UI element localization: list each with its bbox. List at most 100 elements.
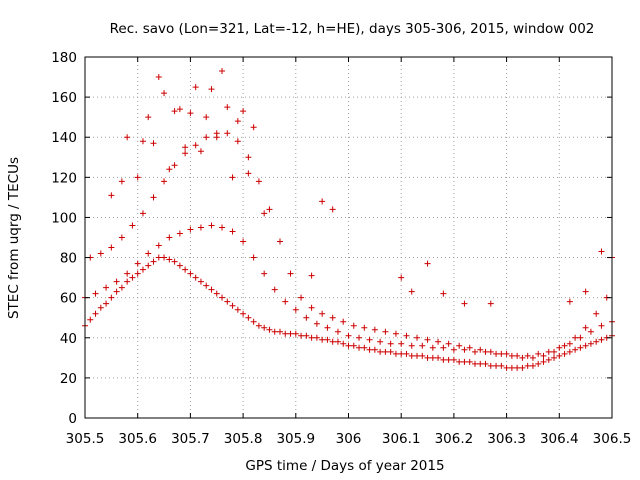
data-point [477,360,484,367]
data-point [545,348,552,355]
data-point [213,290,220,297]
data-point [276,238,283,245]
data-point [408,288,415,295]
y-tick-label: 160 [51,90,77,106]
y-tick-label: 60 [60,291,77,307]
x-tick-label: 306.3 [487,431,526,447]
data-point [334,328,341,335]
data-point [255,178,262,185]
data-point [213,134,220,141]
data-point [287,330,294,337]
data-point [171,162,178,169]
data-point [324,324,331,331]
data-point [350,322,357,329]
data-point [282,298,289,305]
x-tick-label: 306.1 [382,431,421,447]
data-point [419,342,426,349]
data-point [324,336,331,343]
data-point [566,340,573,347]
data-point [92,290,99,297]
data-point [234,138,241,145]
data-point [261,324,268,331]
data-point [582,324,589,331]
data-point [139,266,146,273]
data-point [524,352,531,359]
data-point [551,348,558,355]
data-point [572,334,579,341]
data-point [161,90,168,97]
data-point [471,348,478,355]
data-point [319,198,326,205]
data-point [161,178,168,185]
data-point [134,260,141,267]
data-point [261,210,268,217]
data-point [361,344,368,351]
data-point [145,250,152,257]
y-axis-label: STEC from uqrg / TECUs [6,157,22,319]
data-point [356,334,363,341]
data-point [319,310,326,317]
data-point [377,348,384,355]
data-point [319,336,326,343]
data-point [593,310,600,317]
data-point [540,352,547,359]
data-point [308,334,315,341]
data-point [572,346,579,353]
data-point [445,340,452,347]
data-point [124,134,131,141]
data-point [182,266,189,273]
data-point [440,290,447,297]
data-point [545,356,552,363]
data-point [529,362,536,369]
data-point [435,338,442,345]
data-point [493,350,500,357]
data-point [208,286,215,293]
data-point [187,226,194,233]
data-point [266,206,273,213]
data-point [403,350,410,357]
data-point [208,222,215,229]
data-point [577,344,584,351]
data-point [87,316,94,323]
data-point [108,244,115,251]
data-point [482,348,489,355]
data-point [556,344,563,351]
data-point [466,358,473,365]
data-point [461,358,468,365]
data-point [176,106,183,113]
data-point [224,298,231,305]
data-point [113,278,120,285]
data-point [313,320,320,327]
data-point [229,228,236,235]
data-point [398,340,405,347]
data-point [255,322,262,329]
data-point [577,334,584,341]
data-point [582,342,589,349]
data-point [487,362,494,369]
data-point [450,356,457,363]
x-axis: 305.5 305.6 305.7 305.8 305.9 306 306.1 306.2 30… [66,57,631,447]
data-point [276,328,283,335]
data-point [103,284,110,291]
data-point [108,294,115,301]
data-point [192,142,199,149]
data-point [598,336,605,343]
data-point [340,318,347,325]
data-point [176,262,183,269]
x-tick-label: 306.4 [540,431,579,447]
data-point [145,114,152,121]
data-point [150,194,157,201]
data-point [240,310,247,317]
data-point [435,354,442,361]
x-axis-label: GPS time / Days of year 2015 [245,458,444,474]
data-point [403,332,410,339]
data-point [551,354,558,361]
data-point [271,286,278,293]
data-point [598,248,605,255]
data-point [203,134,210,141]
data-point [408,342,415,349]
data-point [287,270,294,277]
data-point [566,348,573,355]
data-point [139,210,146,217]
data-point [429,344,436,351]
